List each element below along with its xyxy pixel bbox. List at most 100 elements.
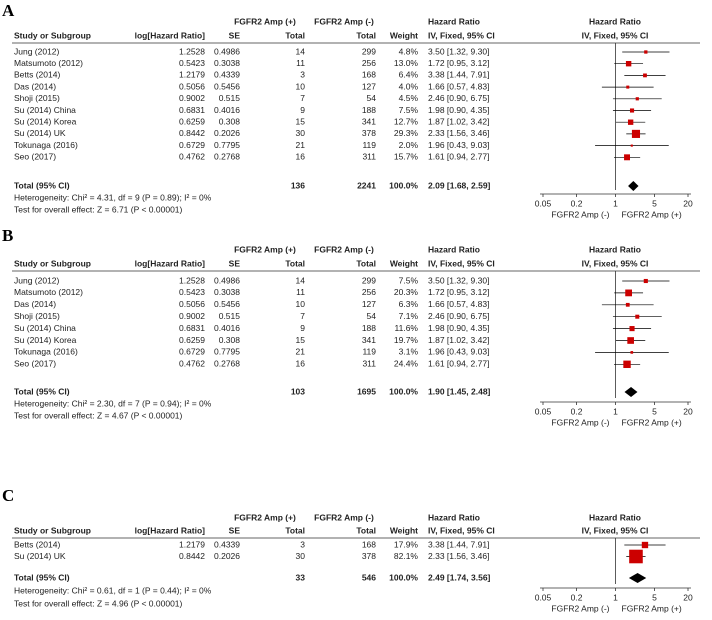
cell-se: 0.5456 (214, 299, 240, 309)
total-ci-label: 2.09 [1.68, 2.59] (428, 180, 491, 190)
effect-square (625, 289, 633, 297)
cell-ctrl-total: 311 (362, 359, 376, 369)
cell-study: Das (2014) (14, 299, 56, 309)
effect-square (625, 60, 632, 67)
cell-exp-total: 9 (300, 105, 305, 115)
cell-exp-total: 14 (296, 46, 306, 56)
column-header: IV, Fixed, 95% CI (428, 30, 495, 40)
column-header: Study or Subgroup (14, 525, 91, 535)
cell-ctrl-total: 119 (362, 140, 376, 150)
group-header: FGFR2 Amp (-) (314, 244, 374, 254)
effect-square (630, 351, 634, 354)
total-exp-total: 33 (296, 572, 306, 582)
column-header: Total (285, 30, 305, 40)
cell-ci-label: 1.96 [0.43, 9.03] (428, 347, 489, 357)
cell-se: 0.2768 (214, 359, 240, 369)
cell-weight-label: 24.4% (394, 359, 419, 369)
cell-ci-label: 1.98 [0.90, 4.35] (428, 105, 489, 115)
cell-ci-label: 1.66 [0.57, 4.83] (428, 299, 489, 309)
cell-se: 0.3038 (214, 58, 240, 68)
effect-square (635, 97, 639, 101)
cell-study: Das (2014) (14, 81, 56, 91)
cell-study: Tokunaga (2016) (14, 140, 78, 150)
cell-study: Su (2014) Korea (14, 116, 77, 126)
x-tick-label: 0.2 (571, 406, 583, 416)
cell-loghr: 0.6831 (179, 323, 205, 333)
cell-ci-label: 1.66 [0.57, 4.83] (428, 81, 489, 91)
cell-weight-label: 3.1% (399, 347, 419, 357)
cell-loghr: 0.8442 (179, 551, 205, 561)
x-tick-label: 0.05 (535, 406, 552, 416)
cell-loghr: 0.4762 (179, 359, 205, 369)
total-ci-label: 1.90 [1.45, 2.48] (428, 386, 491, 396)
cell-study: Shoji (2015) (14, 311, 60, 321)
cell-study: Su (2014) China (14, 105, 76, 115)
total-ci-label: 2.49 [1.74, 3.56] (428, 572, 491, 582)
effect-square (629, 549, 643, 564)
cell-study: Matsumoto (2012) (14, 287, 83, 297)
total-study: Total (95% CI) (14, 180, 70, 190)
cell-weight-label: 7.5% (399, 105, 419, 115)
cell-loghr: 0.5056 (179, 81, 205, 91)
group-header: Hazard Ratio (428, 16, 480, 26)
cell-se: 0.7795 (214, 140, 240, 150)
cell-study: Su (2014) UK (14, 128, 66, 138)
overall-effect: Test for overall effect: Z = 6.71 (P < 0… (14, 204, 183, 214)
cell-ctrl-total: 168 (362, 70, 376, 80)
x-tick-label: 20 (683, 198, 693, 208)
x-tick-label: 5 (652, 592, 657, 602)
column-header: log[Hazard Ratio] (135, 525, 206, 535)
cell-weight-label: 15.7% (394, 152, 419, 162)
group-header: FGFR2 Amp (-) (314, 512, 374, 522)
x-label-right: FGFR2 Amp (+) (622, 603, 682, 613)
x-tick-label: 5 (652, 406, 657, 416)
column-header: Study or Subgroup (14, 30, 91, 40)
cell-exp-total: 30 (296, 551, 306, 561)
cell-ci-label: 1.87 [1.02, 3.42] (428, 335, 489, 345)
cell-ctrl-total: 119 (362, 347, 376, 357)
overall-effect: Test for overall effect: Z = 4.67 (P < 0… (14, 410, 183, 420)
x-tick-label: 0.2 (571, 592, 583, 602)
total-weight-label: 100.0% (389, 180, 418, 190)
effect-square (629, 326, 635, 332)
cell-study: Jung (2012) (14, 275, 60, 285)
cell-study: Tokunaga (2016) (14, 347, 78, 357)
cell-ci-label: 3.50 [1.32, 9.30] (428, 46, 489, 56)
column-header: Total (285, 258, 305, 268)
cell-exp-total: 16 (296, 152, 306, 162)
column-header: Weight (390, 258, 418, 268)
x-tick-label: 0.05 (535, 198, 552, 208)
cell-study: Matsumoto (2012) (14, 58, 83, 68)
total-exp-total: 136 (291, 180, 305, 190)
cell-loghr: 0.4762 (179, 152, 205, 162)
cell-ctrl-total: 256 (362, 287, 376, 297)
cell-weight-label: 6.4% (399, 70, 419, 80)
cell-se: 0.4339 (214, 539, 240, 549)
group-header: FGFR2 Amp (-) (314, 16, 374, 26)
cell-se: 0.515 (219, 93, 241, 103)
cell-loghr: 1.2528 (179, 275, 205, 285)
column-header: log[Hazard Ratio] (135, 30, 206, 40)
cell-loghr: 0.9002 (179, 311, 205, 321)
cell-ctrl-total: 54 (367, 93, 377, 103)
effect-square (626, 85, 630, 89)
column-header: Total (356, 525, 376, 535)
cell-loghr: 0.6729 (179, 140, 205, 150)
overall-effect: Test for overall effect: Z = 4.96 (P < 0… (14, 598, 183, 608)
effect-square (641, 541, 649, 549)
cell-loghr: 0.5056 (179, 299, 205, 309)
cell-ci-label: 2.46 [0.90, 6.75] (428, 311, 489, 321)
cell-study: Betts (2014) (14, 539, 60, 549)
cell-loghr: 0.6831 (179, 105, 205, 115)
total-ctrl-total: 1695 (357, 386, 376, 396)
effect-square (627, 119, 634, 125)
cell-weight-label: 6.3% (399, 299, 419, 309)
column-header: Total (356, 258, 376, 268)
group-header: Hazard Ratio (589, 244, 641, 254)
column-header: IV, Fixed, 95% CI (582, 525, 649, 535)
cell-weight-label: 82.1% (394, 551, 419, 561)
effect-square (627, 337, 634, 344)
cell-exp-total: 15 (296, 335, 306, 345)
x-label-left: FGFR2 Amp (-) (551, 417, 609, 427)
heterogeneity: Heterogeneity: Chi² = 0.61, df = 1 (P = … (14, 585, 212, 595)
